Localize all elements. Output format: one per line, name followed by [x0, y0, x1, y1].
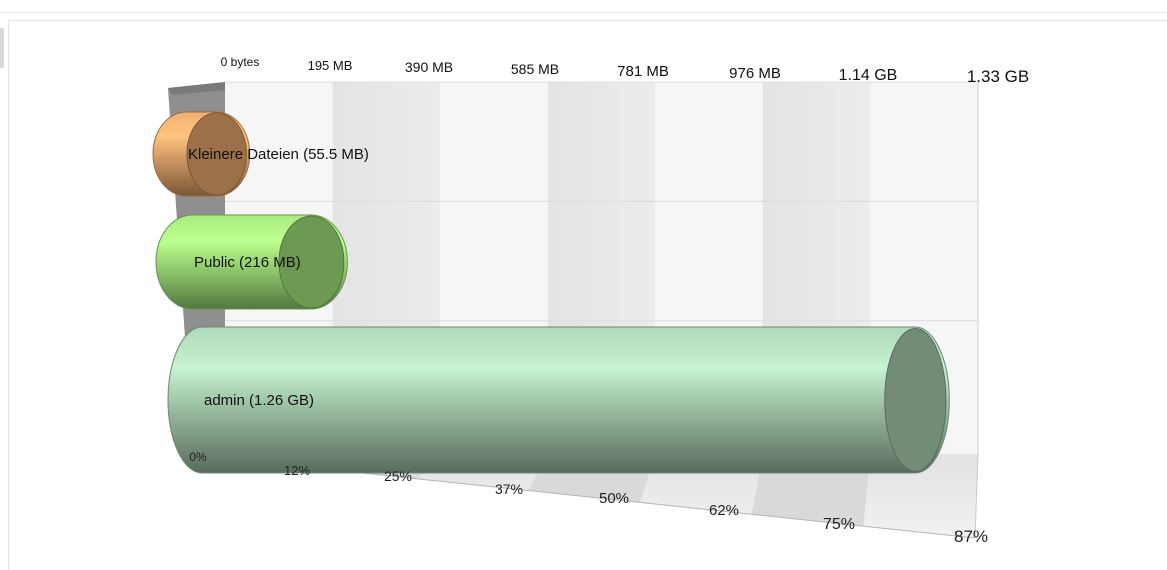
x-bottom-tick-label: 50%: [599, 490, 629, 507]
x-top-tick-label: 1.33 GB: [967, 67, 1029, 86]
x-bottom-tick-label: 12%: [284, 463, 310, 478]
x-bottom-tick-label: 75%: [823, 516, 855, 533]
bar-value-label: Kleinere Dateien (55.5 MB): [188, 146, 369, 163]
x-top-tick-label: 0 bytes: [221, 55, 260, 69]
top-strip: [0, 0, 1167, 13]
bar-end-cap: [186, 112, 247, 196]
x-top-tick-label: 585 MB: [511, 61, 559, 77]
x-bottom-tick-label: 62%: [709, 502, 739, 519]
bar-value-label: Public (216 MB): [194, 254, 301, 271]
bar: [152, 111, 251, 197]
side-wall-top: [168, 82, 225, 95]
x-top-tick-label: 195 MB: [308, 58, 353, 73]
left-edge-marker: [0, 28, 4, 68]
bar: [167, 326, 950, 474]
floor-side-edge: [974, 454, 979, 539]
bar-end-cap: [884, 327, 947, 473]
x-top-tick-label: 976 MB: [729, 65, 781, 82]
x-top-tick-label: 390 MB: [405, 59, 453, 75]
x-bottom-tick-label: 25%: [384, 468, 412, 484]
bar: [155, 214, 348, 310]
bar-end-cap: [278, 215, 345, 309]
bar-value-label: admin (1.26 GB): [204, 392, 314, 409]
x-bottom-tick-label: 37%: [495, 481, 523, 497]
x-top-tick-label: 781 MB: [617, 63, 669, 80]
bar-body: [167, 326, 950, 474]
x-bottom-tick-label: 87%: [954, 527, 988, 546]
x-top-tick-label: 1.14 GB: [839, 67, 898, 84]
x-bottom-tick-label: 0%: [189, 450, 207, 464]
